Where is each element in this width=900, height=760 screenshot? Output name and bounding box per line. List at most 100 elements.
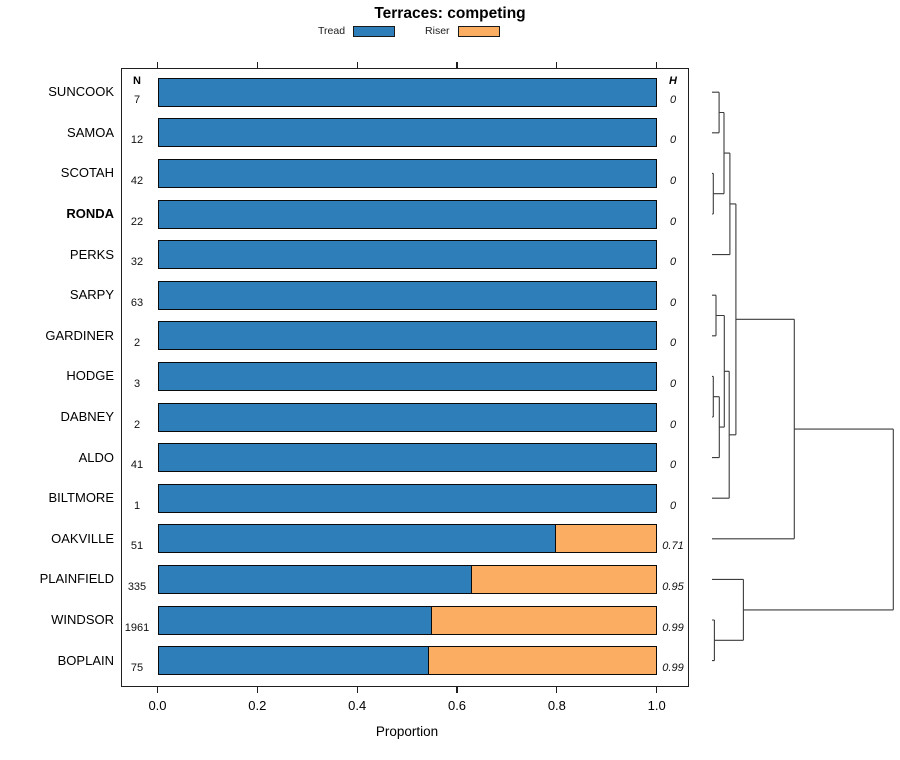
x-tick-label: 0.2 <box>248 698 267 713</box>
row-label: BOPLAIN <box>57 652 114 668</box>
bar-sarpy <box>157 280 657 310</box>
legend-swatch-tread <box>353 25 396 37</box>
h-column-header: H <box>669 75 677 87</box>
x-tick-label: 0.4 <box>348 698 367 713</box>
bar-windsor <box>157 605 657 635</box>
bar-segment-tread <box>158 647 430 675</box>
row-n-value: 7 <box>133 93 141 106</box>
row-label: PERKS <box>69 246 114 262</box>
bar-hodge <box>157 361 657 391</box>
row-label: OAKVILLE <box>51 530 114 546</box>
legend: Tread Riser <box>318 25 500 37</box>
legend-item-tread: Tread <box>318 25 396 37</box>
bar-scotah <box>157 158 657 188</box>
tick-top <box>156 62 159 68</box>
bar-gardiner <box>157 321 657 351</box>
row-label: BILTMORE <box>48 490 115 506</box>
row-h-value: 0 <box>669 337 677 350</box>
tick-top <box>556 62 558 68</box>
row-label: HODGE <box>66 368 114 384</box>
row-h-value: 0 <box>669 459 677 472</box>
row-h-value: 0 <box>669 134 677 147</box>
bar-segment-tread <box>158 241 656 269</box>
bar-segment-tread <box>158 281 656 309</box>
bar-dabney <box>157 402 657 432</box>
x-tick-label: 1.0 <box>647 698 666 713</box>
tick-bottom <box>556 687 558 693</box>
tick-bottom <box>456 687 458 693</box>
plot-frame <box>120 68 689 687</box>
bar-segment-tread <box>158 484 656 512</box>
bar-perks <box>157 240 657 270</box>
tick-bottom <box>356 687 358 693</box>
row-n-value: 1 <box>133 499 141 512</box>
row-h-value: 0.71 <box>662 540 684 553</box>
row-n-value: 12 <box>130 134 144 147</box>
row-n-value: 2 <box>133 337 141 350</box>
row-n-value: 22 <box>130 215 144 228</box>
x-tick-label: 0.8 <box>547 698 566 713</box>
legend-label-tread: Tread <box>318 25 346 37</box>
row-n-value: 42 <box>130 174 144 187</box>
row-h-value: 0 <box>669 93 677 106</box>
row-n-value: 63 <box>130 296 144 309</box>
row-label: PLAINFIELD <box>39 571 114 587</box>
tick-bottom <box>156 687 159 693</box>
row-h-value: 0 <box>669 174 677 187</box>
bar-segment-tread <box>158 362 656 390</box>
bar-samoa <box>157 118 657 148</box>
legend-swatch-riser <box>457 25 500 37</box>
bar-segment-tread <box>158 565 472 593</box>
tick-top <box>356 62 358 68</box>
bar-ronda <box>157 199 657 229</box>
chart-title: Terraces: competing <box>374 5 526 22</box>
n-column-header: N <box>133 75 141 87</box>
row-h-value: 0.99 <box>662 621 684 634</box>
bar-plainfield <box>157 564 657 594</box>
legend-label-riser: Riser <box>425 25 450 37</box>
bar-segment-tread <box>158 322 656 350</box>
row-label: WINDSOR <box>51 612 114 627</box>
row-h-value: 0.99 <box>662 662 684 675</box>
dendrogram-links <box>712 91 894 662</box>
x-tick-label: 0.0 <box>148 698 167 713</box>
bar-biltmore <box>157 483 657 513</box>
row-label: DABNEY <box>60 409 114 424</box>
row-n-value: 2 <box>133 418 141 431</box>
tick-top <box>456 62 458 68</box>
bar-segment-tread <box>158 525 557 553</box>
tick-top <box>656 62 658 68</box>
row-label: SCOTAH <box>60 165 114 181</box>
bar-segment-tread <box>158 403 656 431</box>
x-axis-label: Proportion <box>375 724 439 739</box>
row-label: SAMOA <box>67 124 114 140</box>
row-label: SUNCOOK <box>48 84 114 100</box>
bar-suncook <box>157 77 657 107</box>
row-n-value: 3 <box>133 377 141 390</box>
bar-aldo <box>157 443 657 473</box>
row-h-value: 0 <box>669 256 677 269</box>
bar-segment-tread <box>158 78 656 106</box>
legend-item-riser: Riser <box>425 25 500 37</box>
bar-segment-tread <box>158 606 432 634</box>
tick-bottom <box>656 687 658 693</box>
row-h-value: 0 <box>669 499 677 512</box>
row-h-value: 0 <box>669 215 677 228</box>
row-label: GARDINER <box>45 327 114 343</box>
row-n-value: 51 <box>130 540 144 553</box>
row-label: SARPY <box>69 287 114 303</box>
row-label: RONDA <box>66 206 114 221</box>
bar-oakville <box>157 524 657 554</box>
row-n-value: 32 <box>130 256 144 269</box>
tick-bottom <box>256 687 258 693</box>
tick-top <box>256 62 258 68</box>
x-tick-label: 0.6 <box>447 698 467 713</box>
bar-segment-tread <box>158 444 656 472</box>
row-h-value: 0.95 <box>662 580 684 593</box>
bar-segment-tread <box>158 119 656 147</box>
row-h-value: 0 <box>669 377 677 390</box>
row-label: ALDO <box>78 449 114 465</box>
row-h-value: 0 <box>669 296 677 309</box>
row-h-value: 0 <box>669 418 677 431</box>
bar-segment-tread <box>158 200 656 228</box>
